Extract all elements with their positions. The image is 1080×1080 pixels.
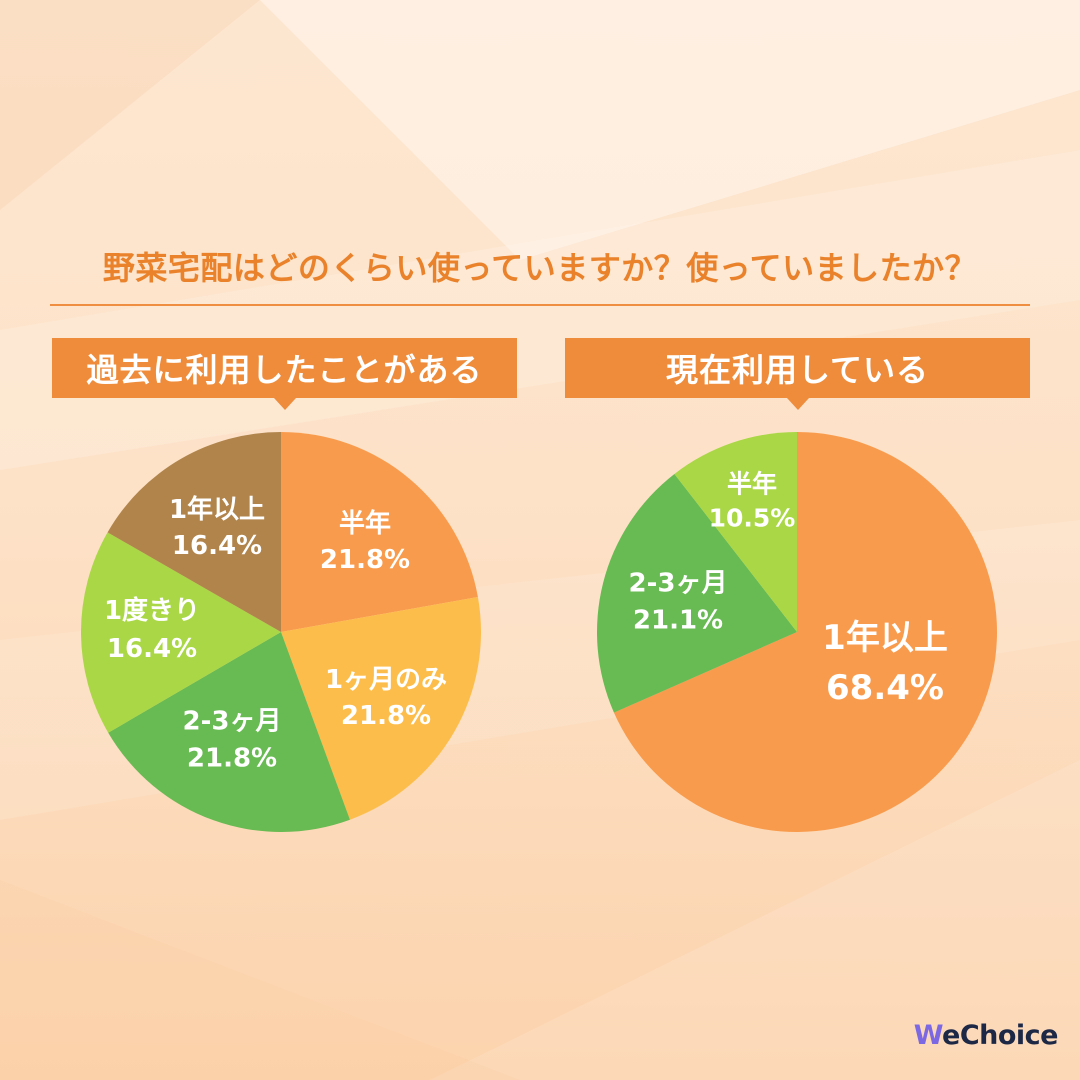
slice-value-half-year: 10.5% <box>709 504 796 533</box>
slice-value-two-to-three-months: 21.8% <box>187 744 277 774</box>
pie-slice-one-month-only <box>281 596 481 820</box>
pie-slices <box>596 432 997 832</box>
logo-text: WeChoice <box>913 1020 1059 1051</box>
slice-value-one-year-or-more: 68.4% <box>826 668 944 708</box>
pie-slice-one-time-only <box>80 532 281 733</box>
slice-label-one-time-only: 1度きり <box>104 595 200 626</box>
slice-value-two-to-three-months: 21.1% <box>633 606 723 636</box>
slice-value-one-time-only: 16.4% <box>107 634 197 664</box>
pie-slice-one-year-or-more <box>613 432 997 832</box>
slice-label-half-year: 半年 <box>339 508 391 539</box>
pie-slice-two-to-three-months <box>108 632 350 832</box>
pie-slice-two-to-three-months <box>596 473 797 713</box>
pointer-arrow-icon <box>786 398 809 410</box>
pie-slice-half-year <box>674 432 797 632</box>
pie-chart-current-usage: 1年以上 68.4% 2-3ヶ月 21.1% 半年 10.5% <box>596 432 997 832</box>
slice-value-one-year-or-more: 16.4% <box>172 531 262 561</box>
background-shape <box>430 760 1080 1080</box>
chart-title-text: 現在利用している <box>665 351 930 389</box>
pie-slices <box>80 432 481 832</box>
pie-chart-past-usage: 半年 21.8% 1ヶ月のみ 21.8% 2-3ヶ月 21.8% 1度きり 16.4% 1年以上… <box>80 432 481 832</box>
slice-value-one-month-only: 21.8% <box>341 701 431 731</box>
chart-title-past-usage: 過去に利用したことがある <box>52 338 517 410</box>
chart-title-current-usage: 現在利用している <box>565 338 1030 410</box>
background-shape <box>0 880 520 1080</box>
wechoice-logo: WeChoice <box>913 1019 1059 1053</box>
pie-labels: 1年以上 68.4% 2-3ヶ月 21.1% 半年 10.5% <box>629 470 948 709</box>
slice-label-two-to-three-months: 2-3ヶ月 <box>629 569 728 599</box>
pie-slice-half-year <box>281 432 478 632</box>
slice-value-half-year: 21.8% <box>320 545 410 575</box>
slice-label-one-year-or-more: 1年以上 <box>822 618 948 658</box>
page-title: 野菜宅配はどのくらい使っていますか？使っていましたか？ <box>102 249 978 287</box>
slice-label-one-year-or-more: 1年以上 <box>169 494 265 525</box>
background-shape <box>260 0 1080 260</box>
title-divider <box>50 304 1030 306</box>
pointer-arrow-icon <box>273 398 296 410</box>
slice-label-two-to-three-months: 2-3ヶ月 <box>183 707 282 737</box>
pie-labels: 半年 21.8% 1ヶ月のみ 21.8% 2-3ヶ月 21.8% 1度きり 16.4% 1年以上… <box>104 494 447 774</box>
background-shape <box>0 0 260 210</box>
pie-slice-one-year-or-more <box>107 432 281 632</box>
chart-title-text: 過去に利用したことがある <box>86 351 483 389</box>
slice-label-one-month-only: 1ヶ月のみ <box>325 665 447 695</box>
slice-label-half-year: 半年 <box>727 470 777 499</box>
